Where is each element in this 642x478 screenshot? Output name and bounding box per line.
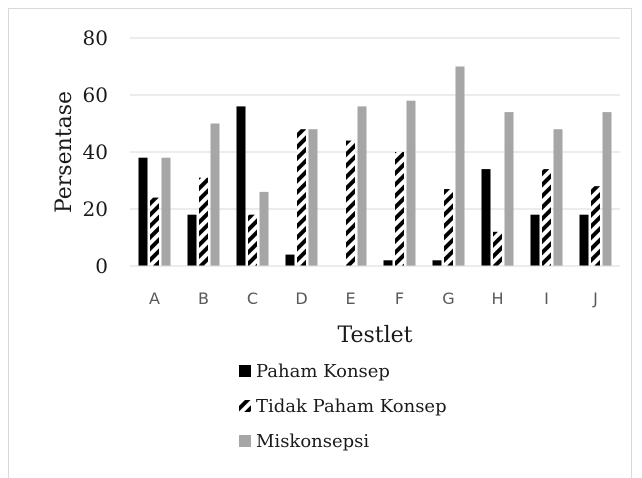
- bar-tidak-paham-e: [346, 140, 355, 266]
- bar-tidak-paham-i: [542, 169, 551, 266]
- bar-paham-g: [432, 260, 442, 266]
- bar-miskonsepsi-h: [504, 112, 514, 266]
- bar-miskonsepsi-d: [308, 129, 318, 266]
- bar-miskonsepsi-c: [259, 191, 269, 266]
- x-tick-label: J: [592, 289, 598, 308]
- legend-label-tidak-paham: Tidak Paham Konsep: [256, 396, 447, 417]
- bar-paham-b: [187, 214, 197, 266]
- bar-paham-c: [236, 106, 246, 267]
- bar-miskonsepsi-a: [161, 157, 171, 266]
- bar-paham-h: [481, 169, 491, 266]
- bar-paham-j: [579, 214, 589, 266]
- bar-miskonsepsi-g: [455, 66, 465, 266]
- x-axis-tick-labels: A B C D E F G H I J: [149, 289, 598, 308]
- bar-tidak-paham-c: [248, 214, 257, 266]
- legend-swatch-miskonsepsi: [239, 435, 251, 447]
- x-tick-label: I: [544, 289, 549, 308]
- y-tick-label: 80: [83, 26, 108, 50]
- y-axis-title: Persentase: [52, 91, 77, 213]
- bar-paham-a: [138, 157, 148, 266]
- y-tick-label: 60: [83, 83, 108, 107]
- x-tick-label: B: [198, 289, 209, 308]
- x-tick-label: D: [295, 289, 307, 308]
- legend-swatch-paham: [239, 365, 251, 377]
- bar-miskonsepsi-i: [553, 129, 563, 266]
- bar-tidak-paham-h: [493, 231, 502, 266]
- x-tick-label: C: [247, 289, 258, 308]
- bar-tidak-paham-a: [150, 197, 159, 266]
- bar-miskonsepsi-b: [210, 123, 220, 266]
- x-tick-label: E: [345, 289, 355, 308]
- bar-tidak-paham-f: [395, 152, 404, 266]
- legend-label-paham: Paham Konsep: [256, 361, 390, 382]
- bar-miskonsepsi-j: [602, 112, 612, 266]
- x-tick-label: H: [491, 289, 503, 308]
- y-tick-label: 40: [83, 140, 108, 164]
- x-tick-label: G: [442, 289, 454, 308]
- bar-tidak-paham-b: [199, 177, 208, 266]
- y-tick-label: 20: [83, 197, 108, 221]
- bars: [138, 66, 612, 267]
- legend-swatch-tidak-paham: [239, 400, 251, 412]
- legend-label-miskonsepsi: Miskonsepsi: [256, 431, 369, 452]
- bar-tidak-paham-g: [444, 189, 453, 266]
- x-axis-title: Testlet: [337, 323, 412, 348]
- bar-tidak-paham-d: [297, 129, 306, 266]
- bar-miskonsepsi-f: [406, 100, 416, 266]
- bar-paham-i: [530, 214, 540, 266]
- legend: Paham Konsep Tidak Paham Konsep Miskonseps…: [239, 361, 447, 452]
- x-tick-label: A: [149, 289, 160, 308]
- y-tick-label: 0: [95, 254, 108, 278]
- chart-frame: [8, 8, 632, 478]
- bar-paham-d: [285, 254, 295, 266]
- bar-paham-f: [383, 260, 393, 266]
- x-tick-label: F: [395, 289, 404, 308]
- bar-miskonsepsi-e: [357, 106, 367, 267]
- y-axis-tick-labels: 0 20 40 60 80: [83, 26, 108, 278]
- bar-tidak-paham-j: [591, 186, 600, 266]
